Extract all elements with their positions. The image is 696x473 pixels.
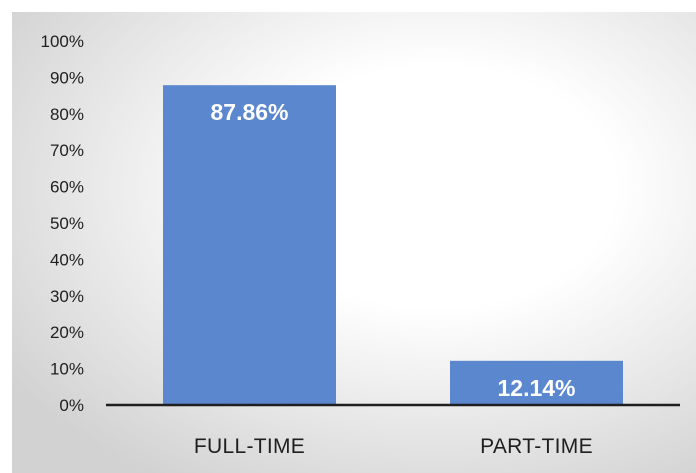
y-tick-label: 10% <box>50 360 84 379</box>
x-category-label: PART-TIME <box>480 435 593 458</box>
data-label: 12.14% <box>497 375 575 401</box>
y-tick-label: 20% <box>50 323 84 342</box>
bar-part-time <box>450 360 623 405</box>
x-category-label: FULL-TIME <box>194 435 305 458</box>
bar-full-time <box>163 85 336 405</box>
y-tick-label: 100% <box>41 32 84 51</box>
y-tick-label: 0% <box>59 396 84 415</box>
y-tick-label: 30% <box>50 287 84 306</box>
y-tick-label: 70% <box>50 141 84 160</box>
y-tick-label: 80% <box>50 105 84 124</box>
y-tick-label: 50% <box>50 214 84 233</box>
y-tick-label: 90% <box>50 68 84 87</box>
y-tick-label: 60% <box>50 178 84 197</box>
y-tick-label: 40% <box>50 250 84 269</box>
data-label: 87.86% <box>210 99 288 125</box>
